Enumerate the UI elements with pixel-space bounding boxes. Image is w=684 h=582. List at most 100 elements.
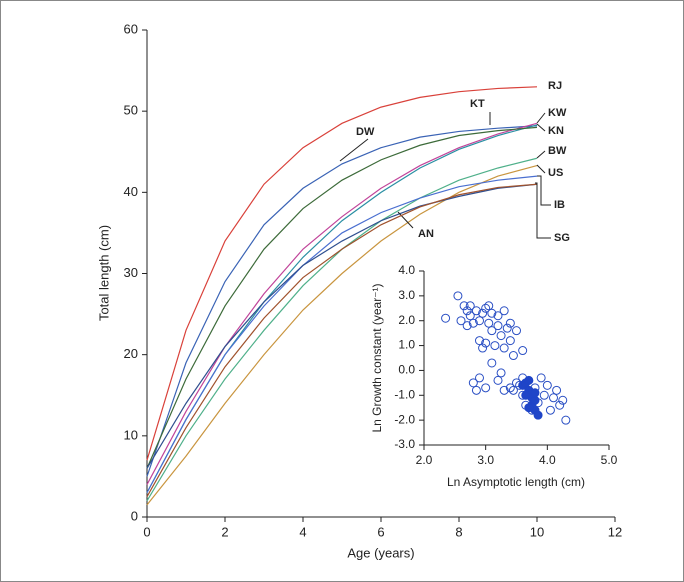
y-tick-label: 1.0 [398, 338, 415, 352]
point [508, 385, 518, 395]
curve-label: BW [548, 145, 567, 157]
leader-line [536, 150, 546, 159]
point [505, 318, 515, 328]
point [539, 390, 549, 400]
point [478, 343, 488, 353]
y-tick-label: 50 [124, 103, 138, 118]
growth-curve [146, 175, 538, 493]
point [530, 395, 540, 405]
point [481, 303, 491, 313]
inset-y-axis-label: Ln Growth constant (year⁻¹) [370, 283, 384, 432]
point [505, 336, 515, 346]
point [518, 346, 528, 356]
point [478, 308, 488, 318]
point [555, 400, 565, 410]
y-tick-label: 20 [124, 346, 138, 361]
point [441, 313, 451, 323]
x-tick-label: 0 [143, 524, 150, 539]
point [484, 318, 494, 328]
point [536, 373, 546, 383]
point [496, 331, 506, 341]
growth-curve [146, 157, 538, 502]
curve-label: US [548, 167, 563, 179]
point [502, 323, 512, 333]
point [552, 385, 562, 395]
curve-label: DW [356, 126, 375, 138]
leader-line [537, 175, 551, 206]
y-tick-label: 3.0 [398, 288, 415, 302]
point [456, 316, 466, 326]
y-tick-label: 2.0 [398, 313, 415, 327]
point [542, 380, 552, 390]
y-tick-label: 10 [124, 427, 138, 442]
x-tick-label: 12 [608, 524, 622, 539]
curve-label: RJ [548, 80, 562, 92]
point [490, 341, 500, 351]
y-tick-label: -3.0 [394, 437, 415, 451]
point [468, 318, 478, 328]
growth-curve [146, 122, 538, 485]
point [471, 385, 481, 395]
point [462, 321, 472, 331]
y-tick-label: 0 [131, 508, 138, 523]
point [487, 308, 497, 318]
leader-line [339, 138, 369, 162]
x-tick-label: 2 [221, 524, 228, 539]
x-tick-label: 2.0 [416, 453, 433, 467]
point [508, 351, 518, 361]
x-tick-label: 10 [530, 524, 544, 539]
point [512, 326, 521, 336]
x-tick-label: 8 [455, 524, 462, 539]
point [505, 383, 515, 393]
point [481, 338, 491, 348]
point [524, 375, 534, 385]
curve-label: KN [548, 125, 564, 137]
point [533, 410, 543, 420]
curve-label: AN [418, 228, 434, 240]
point [453, 291, 463, 301]
point [493, 375, 503, 385]
point [493, 321, 503, 331]
leader-line [397, 211, 414, 229]
x-tick-label: 4.0 [539, 453, 556, 467]
point [481, 383, 491, 393]
y-tick-label: 60 [124, 21, 138, 36]
leader-line [536, 164, 546, 174]
point [475, 316, 484, 326]
y-tick-label: -1.0 [394, 387, 415, 401]
leader-line [536, 123, 546, 132]
growth-curve [146, 125, 538, 477]
curve-label: IB [554, 199, 565, 211]
x-tick-label: 3.0 [477, 453, 494, 467]
point [496, 368, 506, 378]
leader-line [535, 182, 551, 239]
point [487, 358, 497, 368]
point [499, 385, 509, 395]
growth-curve [146, 86, 538, 461]
point [549, 393, 558, 403]
point [459, 301, 469, 311]
growth-curve [146, 164, 538, 506]
point [471, 306, 481, 316]
growth-curve [146, 126, 538, 469]
point [475, 373, 484, 383]
y-tick-label: 4.0 [398, 263, 415, 277]
point [493, 311, 503, 321]
point [499, 306, 509, 316]
curve-label: KW [548, 107, 567, 119]
curve-label: KT [470, 98, 485, 110]
growth-curve [146, 183, 538, 469]
x-tick-label: 6 [377, 524, 384, 539]
point [530, 388, 540, 398]
point [545, 405, 555, 415]
point [561, 415, 571, 425]
point [462, 306, 472, 316]
x-tick-label: 5.0 [601, 453, 618, 467]
point [468, 378, 478, 388]
point [487, 326, 497, 336]
inset-x-axis-label: Ln Asymptotic length (cm) [447, 475, 585, 489]
point [465, 311, 475, 321]
y-tick-label: 30 [124, 265, 138, 280]
y-tick-label: 40 [124, 184, 138, 199]
x-axis-label: Age (years) [347, 545, 414, 560]
